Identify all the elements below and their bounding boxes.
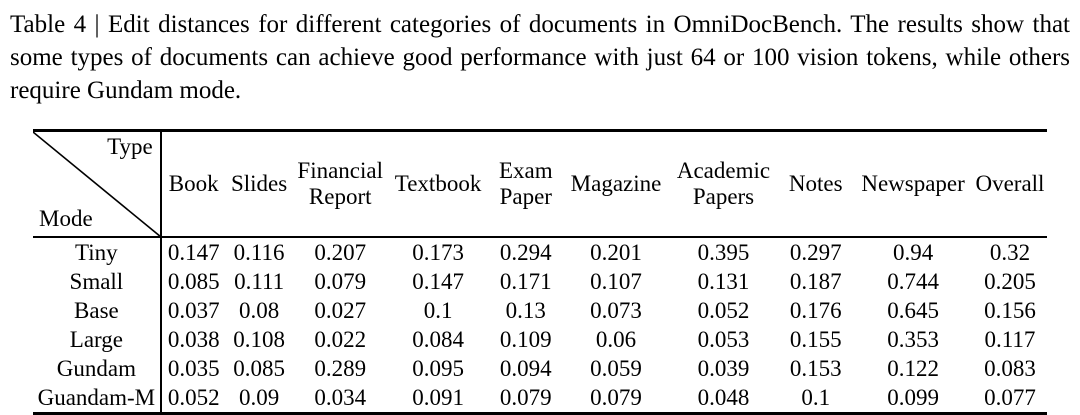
corner-label-type: Type xyxy=(107,134,153,159)
value-cell: 0.079 xyxy=(590,385,642,410)
table-row: Tiny 0.147 0.116 0.207 0.173 0.294 0.201 0.395 0… xyxy=(33,237,1047,267)
value-cell: 0.645 xyxy=(887,298,939,323)
column-header: Slides xyxy=(230,171,288,196)
column-header: Book xyxy=(168,171,219,196)
results-table: Type Mode Book Slides Financial Report Text… xyxy=(33,129,1047,415)
value-cell: 0.073 xyxy=(590,298,642,323)
mode-label: Large xyxy=(33,325,162,354)
table-row: Guandam-M 0.052 0.09 0.034 0.091 0.079 0.079 0.… xyxy=(33,383,1047,414)
value-cell: 0.085 xyxy=(167,269,220,294)
value-cell: 0.09 xyxy=(238,385,280,410)
value-cell: 0.022 xyxy=(314,327,367,352)
value-cell: 0.048 xyxy=(697,385,750,410)
value-cell: 0.035 xyxy=(167,356,220,381)
value-cell: 0.079 xyxy=(499,385,552,410)
table-row: Gundam 0.035 0.085 0.289 0.095 0.094 0.059 0.03… xyxy=(33,354,1047,383)
value-cell: 0.117 xyxy=(984,327,1036,352)
value-cell: 0.085 xyxy=(233,356,285,381)
column-header: Magazine xyxy=(570,171,662,196)
value-cell: 0.171 xyxy=(499,269,552,294)
value-cell: 0.06 xyxy=(595,327,637,352)
mode-label: Gundam xyxy=(33,354,162,383)
value-cell: 0.116 xyxy=(233,240,285,265)
value-cell: 0.395 xyxy=(697,240,750,265)
value-cell: 0.173 xyxy=(412,240,464,265)
diagonal-line xyxy=(33,132,160,236)
value-cell: 0.147 xyxy=(167,240,220,265)
column-header: Financial Report xyxy=(297,158,384,209)
column-header: Notes xyxy=(788,171,843,196)
value-cell: 0.034 xyxy=(314,385,367,410)
value-cell: 0.156 xyxy=(984,298,1036,323)
value-cell: 0.155 xyxy=(789,327,842,352)
value-cell: 0.108 xyxy=(233,327,285,352)
mode-label: Small xyxy=(33,267,162,296)
value-cell: 0.037 xyxy=(167,298,220,323)
value-cell: 0.94 xyxy=(892,240,934,265)
value-cell: 0.107 xyxy=(590,269,642,294)
table-row: Small 0.085 0.111 0.079 0.147 0.171 0.107 0.131… xyxy=(33,267,1047,296)
value-cell: 0.099 xyxy=(887,385,939,410)
value-cell: 0.289 xyxy=(314,356,367,381)
value-cell: 0.153 xyxy=(789,356,842,381)
column-header: Newspaper xyxy=(861,171,965,196)
value-cell: 0.122 xyxy=(887,356,939,381)
value-cell: 0.095 xyxy=(412,356,464,381)
value-cell: 0.109 xyxy=(499,327,552,352)
value-cell: 0.027 xyxy=(314,298,367,323)
value-cell: 0.053 xyxy=(697,327,750,352)
table-row: Base 0.037 0.08 0.027 0.1 0.13 0.073 0.052 0.176… xyxy=(33,296,1047,325)
value-cell: 0.147 xyxy=(412,269,464,294)
value-cell: 0.297 xyxy=(789,240,842,265)
value-cell: 0.08 xyxy=(238,298,280,323)
value-cell: 0.187 xyxy=(789,269,842,294)
value-cell: 0.111 xyxy=(234,269,285,294)
value-cell: 0.052 xyxy=(167,385,220,410)
corner-label-mode: Mode xyxy=(39,206,93,231)
column-header: Academic Papers xyxy=(676,158,771,209)
table-caption: Table 4 | Edit distances for different c… xyxy=(10,11,1070,104)
column-header: Overall xyxy=(975,171,1045,196)
value-cell: 0.094 xyxy=(499,356,552,381)
value-cell: 0.744 xyxy=(887,269,939,294)
value-cell: 0.059 xyxy=(590,356,642,381)
column-header: Textbook xyxy=(394,171,482,196)
mode-label: Guandam-M xyxy=(33,383,162,414)
value-cell: 0.131 xyxy=(697,269,750,294)
value-cell: 0.091 xyxy=(412,385,464,410)
value-cell: 0.201 xyxy=(590,240,642,265)
corner-cell: Type Mode xyxy=(33,130,162,237)
value-cell: 0.205 xyxy=(984,269,1036,294)
value-cell: 0.353 xyxy=(887,327,939,352)
column-header: Exam Paper xyxy=(498,158,553,209)
value-cell: 0.052 xyxy=(697,298,750,323)
value-cell: 0.294 xyxy=(499,240,552,265)
value-cell: 0.176 xyxy=(789,298,842,323)
value-cell: 0.084 xyxy=(412,327,464,352)
table-body: Tiny 0.147 0.116 0.207 0.173 0.294 0.201 0.395 0… xyxy=(33,237,1047,414)
value-cell: 0.079 xyxy=(314,269,367,294)
value-cell: 0.207 xyxy=(314,240,367,265)
value-cell: 0.1 xyxy=(423,298,453,323)
value-cell: 0.038 xyxy=(167,327,220,352)
value-cell: 0.1 xyxy=(801,385,831,410)
value-cell: 0.32 xyxy=(989,240,1031,265)
mode-label: Base xyxy=(33,296,162,325)
mode-label: Tiny xyxy=(33,237,162,267)
value-cell: 0.039 xyxy=(697,356,750,381)
value-cell: 0.13 xyxy=(505,298,546,323)
header-row: Type Mode Book Slides Financial Report Text… xyxy=(33,130,1047,237)
table-row: Large 0.038 0.108 0.022 0.084 0.109 0.06 0.053 0… xyxy=(33,325,1047,354)
value-cell: 0.077 xyxy=(984,385,1036,410)
value-cell: 0.083 xyxy=(984,356,1036,381)
